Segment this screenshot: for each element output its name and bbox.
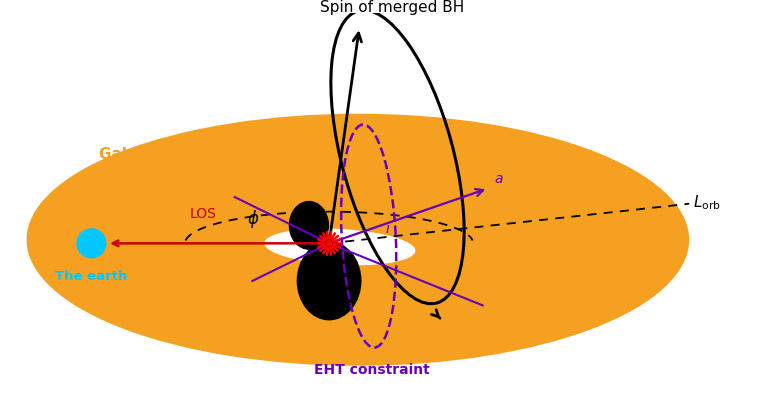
- Ellipse shape: [288, 201, 329, 250]
- Ellipse shape: [264, 229, 415, 266]
- Ellipse shape: [326, 240, 332, 247]
- Text: LOS: LOS: [190, 207, 216, 221]
- Text: Spin of merged BH: Spin of merged BH: [320, 0, 464, 15]
- Text: The earth: The earth: [55, 269, 128, 282]
- Text: EHT constraint: EHT constraint: [314, 362, 430, 376]
- Text: Galactic plane: Galactic plane: [99, 146, 220, 162]
- Ellipse shape: [297, 242, 361, 321]
- Text: $\phi$: $\phi$: [247, 208, 260, 229]
- Text: $L_{\mathrm{orb}}$: $L_{\mathrm{orb}}$: [693, 193, 720, 211]
- Ellipse shape: [76, 229, 106, 259]
- Text: $i$: $i$: [386, 220, 391, 236]
- Ellipse shape: [27, 115, 689, 366]
- Text: $a$: $a$: [494, 171, 503, 185]
